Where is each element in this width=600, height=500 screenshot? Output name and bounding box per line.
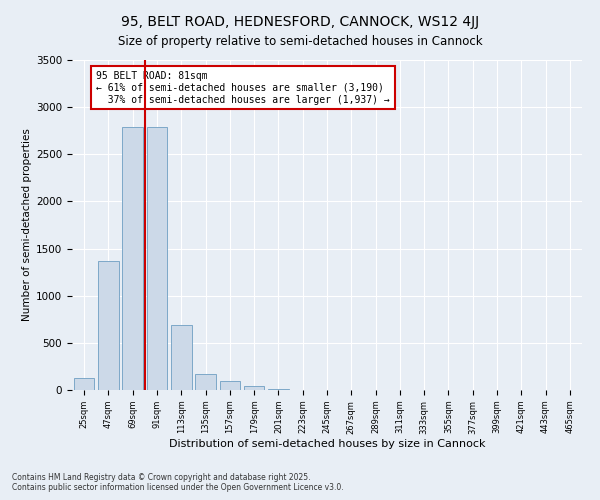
Text: Contains HM Land Registry data © Crown copyright and database right 2025.
Contai: Contains HM Land Registry data © Crown c… <box>12 473 344 492</box>
Text: Size of property relative to semi-detached houses in Cannock: Size of property relative to semi-detach… <box>118 35 482 48</box>
X-axis label: Distribution of semi-detached houses by size in Cannock: Distribution of semi-detached houses by … <box>169 440 485 450</box>
Bar <box>195 374 216 390</box>
Bar <box>122 127 143 390</box>
Bar <box>244 386 265 390</box>
Y-axis label: Number of semi-detached properties: Number of semi-detached properties <box>22 128 32 322</box>
Bar <box>171 325 191 390</box>
Bar <box>220 380 240 390</box>
Bar <box>74 378 94 390</box>
Bar <box>98 261 119 390</box>
Text: 95, BELT ROAD, HEDNESFORD, CANNOCK, WS12 4JJ: 95, BELT ROAD, HEDNESFORD, CANNOCK, WS12… <box>121 15 479 29</box>
Text: 95 BELT ROAD: 81sqm
← 61% of semi-detached houses are smaller (3,190)
  37% of s: 95 BELT ROAD: 81sqm ← 61% of semi-detach… <box>96 72 390 104</box>
Bar <box>146 127 167 390</box>
Bar <box>268 389 289 390</box>
